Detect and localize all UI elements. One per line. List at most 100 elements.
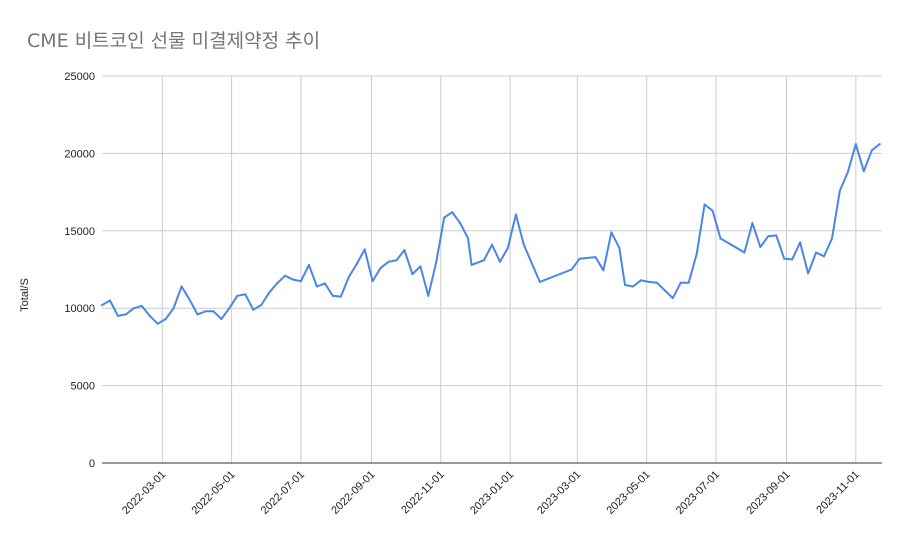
data-point (775, 234, 778, 237)
data-point (647, 280, 650, 283)
data-point (451, 211, 454, 214)
data-point (703, 203, 706, 206)
data-point (307, 263, 310, 266)
data-point (220, 318, 223, 321)
data-point (180, 285, 183, 288)
x-tick-label: 2022-03-01 (120, 469, 168, 517)
x-tick-label: 2022-09-01 (329, 469, 377, 517)
y-tick-label: 10000 (64, 303, 95, 315)
data-point (395, 259, 398, 262)
data-point (514, 213, 517, 216)
y-tick-label: 25000 (64, 71, 95, 83)
data-point (156, 322, 159, 325)
data-point (594, 256, 597, 259)
data-point (443, 216, 446, 219)
chart-title: CME 비트코인 선물 미결제약정 추이 (27, 30, 321, 52)
data-point (315, 285, 318, 288)
data-point (164, 318, 167, 321)
data-point (491, 243, 493, 246)
data-point (498, 260, 501, 263)
data-point (759, 246, 762, 249)
data-point (268, 291, 271, 294)
data-point (618, 246, 621, 249)
x-tick-label: 2023-09-01 (744, 469, 792, 517)
data-point (140, 304, 143, 307)
data-point (276, 282, 279, 285)
data-point (639, 279, 642, 282)
data-point (799, 241, 802, 244)
x-tick-label: 2022-07-01 (259, 469, 307, 517)
data-point (854, 143, 857, 146)
data-point (624, 283, 627, 286)
data-point (870, 149, 873, 152)
data-point (878, 143, 881, 146)
data-point (687, 281, 690, 284)
y-tick-label: 15000 (64, 226, 95, 238)
data-point (838, 189, 841, 192)
data-point (538, 280, 541, 283)
data-point (711, 209, 714, 212)
data-point (783, 257, 786, 260)
data-point (148, 314, 151, 317)
data-point (244, 293, 247, 296)
data-point (679, 281, 682, 284)
data-point (371, 280, 374, 283)
data-point (522, 243, 525, 246)
data-point (815, 251, 818, 254)
data-point (355, 263, 358, 266)
series-line (101, 143, 881, 325)
data-point (807, 272, 810, 275)
data-point (212, 310, 215, 313)
data-point (578, 257, 581, 260)
data-point (655, 281, 658, 284)
data-point (695, 253, 698, 256)
data-point (284, 274, 287, 277)
data-point (767, 235, 770, 238)
data-point (862, 170, 865, 173)
data-point (823, 255, 826, 258)
data-point (331, 294, 334, 297)
x-tick-label: 2023-07-01 (674, 469, 722, 517)
data-point (602, 269, 605, 272)
data-point (347, 276, 350, 279)
data-point (483, 259, 486, 262)
data-point (292, 278, 295, 281)
data-point (196, 313, 199, 316)
data-point (427, 294, 430, 297)
y-tick-label: 5000 (71, 381, 95, 393)
data-point (751, 222, 754, 225)
data-point (124, 313, 127, 316)
data-point (108, 299, 111, 302)
y-tick-label: 20000 (64, 148, 95, 160)
data-point (188, 298, 191, 301)
data-point (252, 308, 255, 311)
data-point (379, 266, 382, 269)
data-point (743, 251, 746, 254)
data-point (419, 265, 422, 268)
data-point (323, 282, 326, 285)
data-point (631, 285, 634, 288)
data-point (570, 268, 573, 271)
data-point (719, 237, 722, 240)
y-tick-label: 0 (89, 458, 95, 470)
data-point (671, 297, 674, 300)
data-point (204, 310, 207, 313)
data-point (172, 307, 175, 310)
data-point (363, 248, 366, 251)
data-point (339, 295, 342, 298)
data-point (610, 231, 613, 234)
x-tick-label: 2023-01-01 (468, 469, 516, 517)
data-point (236, 294, 239, 297)
data-point (506, 246, 509, 249)
data-point (299, 280, 302, 283)
data-point (132, 307, 135, 310)
data-point (403, 249, 406, 252)
data-point (116, 314, 119, 317)
data-point (735, 246, 738, 249)
x-tick-label: 2022-11-01 (399, 469, 447, 517)
data-point (846, 170, 849, 173)
x-tick-label: 2023-03-01 (535, 469, 583, 517)
x-tick-label: 2023-05-01 (604, 469, 652, 517)
data-point (260, 304, 263, 307)
